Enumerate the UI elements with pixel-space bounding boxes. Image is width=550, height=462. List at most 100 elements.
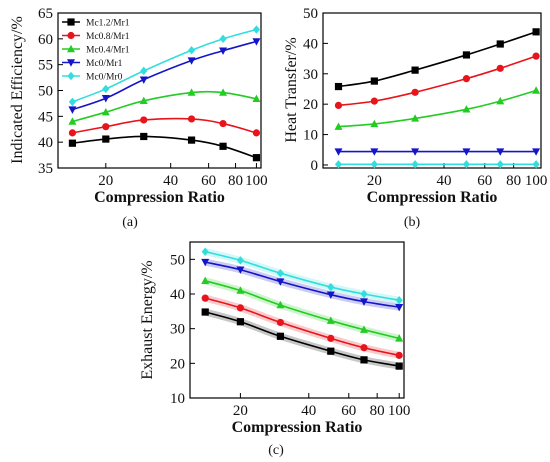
data-point: [395, 334, 404, 342]
data-point: [327, 282, 335, 292]
panel-caption: (a): [122, 215, 138, 230]
x-axis-title: Compression Ratio: [367, 189, 498, 206]
data-point: [532, 52, 540, 60]
series-line: [204, 280, 400, 340]
y-tick-label: 50: [170, 252, 185, 268]
data-point: [139, 76, 148, 84]
data-point: [236, 304, 244, 312]
series-mc0-mr0: [201, 247, 403, 305]
data-point: [334, 82, 343, 91]
data-point: [68, 106, 77, 114]
y-tick-label: 35: [38, 161, 53, 177]
data-point: [462, 51, 471, 59]
data-point: [370, 148, 379, 156]
y-tick-label: 20: [303, 97, 318, 113]
data-point: [411, 160, 419, 169]
data-point: [139, 96, 148, 105]
x-tick-label: 40: [301, 403, 316, 419]
data-point: [334, 148, 343, 156]
data-point: [334, 122, 343, 130]
data-point: [462, 105, 471, 113]
data-point: [411, 66, 419, 74]
x-tick-label: 60: [477, 173, 492, 189]
series-line: [338, 31, 537, 88]
y-axis-title: Exhaust Energy/%: [139, 260, 156, 379]
data-point: [276, 318, 285, 327]
legend-swatch-marker: [67, 31, 75, 40]
data-point: [102, 135, 110, 143]
series-mc1-2-mr1: [68, 132, 261, 162]
x-tick-label: 40: [163, 173, 178, 189]
plot-frame: [322, 12, 542, 169]
data-point: [411, 148, 420, 156]
chart-panel-a: 35 40 45 50 55 60 65 20 40 60 80 100 Compression Rat…: [9, 6, 268, 230]
legend-entry: Mc0.4/Mr1: [86, 46, 130, 56]
series-line: [72, 117, 257, 134]
data-point: [252, 154, 261, 162]
legend-entry: Mc1.2/Mr1: [86, 19, 130, 29]
data-point: [327, 334, 335, 342]
y-tick-label: 65: [38, 6, 53, 22]
data-point: [68, 97, 77, 107]
data-point: [187, 88, 196, 96]
data-point: [187, 57, 196, 65]
y-tick-label: 40: [38, 135, 53, 151]
y-tick-label: 45: [38, 109, 53, 125]
data-point: [370, 160, 378, 169]
chart-panel-b: 0 10 20 30 40 50 20 40 60 80 100 Compression Ratio H…: [283, 6, 547, 230]
data-point: [219, 142, 227, 150]
series-mc0-8-mr1: [68, 115, 261, 137]
legend-swatch-marker: [67, 71, 75, 81]
data-point: [219, 119, 227, 128]
data-point: [276, 269, 285, 278]
x-tick-label: 20: [233, 403, 248, 419]
data-point: [326, 291, 335, 299]
data-point: [359, 325, 368, 333]
series-line: [72, 135, 257, 159]
data-point: [496, 40, 504, 48]
data-point: [276, 278, 285, 286]
data-point: [496, 160, 504, 169]
x-tick-label: 60: [341, 403, 356, 419]
series-line: [72, 40, 257, 111]
data-point: [532, 86, 541, 94]
data-point: [201, 308, 209, 316]
data-point: [219, 34, 227, 44]
series-mc0-mr1: [201, 258, 404, 312]
data-point: [370, 119, 379, 128]
data-point: [236, 256, 244, 265]
x-tick-label: 100: [525, 173, 548, 189]
data-point: [496, 148, 505, 156]
data-point: [187, 46, 196, 55]
y-tick-label: 10: [303, 128, 318, 144]
data-point: [496, 96, 505, 105]
data-point: [187, 115, 196, 123]
data-point: [236, 318, 244, 326]
y-tick-label: 40: [170, 287, 185, 303]
data-point: [140, 66, 148, 76]
data-point: [236, 286, 245, 294]
data-point: [102, 123, 110, 131]
series-mc0-mr0: [334, 160, 540, 169]
data-point: [201, 247, 209, 256]
data-point: [411, 88, 419, 96]
data-point: [327, 347, 335, 355]
data-point: [219, 47, 228, 55]
data-point: [334, 101, 343, 109]
data-point: [462, 160, 471, 169]
data-point: [276, 332, 285, 340]
data-point: [395, 303, 404, 312]
data-point: [360, 289, 368, 299]
y-axis-title: Indicated Efficiency/%: [9, 16, 26, 164]
data-point: [326, 316, 335, 324]
x-tick-label: 80: [370, 403, 385, 419]
x-axis-title: Compression Ratio: [232, 419, 363, 436]
data-point: [411, 114, 420, 122]
data-point: [496, 64, 504, 72]
data-point: [68, 117, 77, 125]
y-tick-label: 40: [303, 36, 318, 52]
series-mc0-4-mr1: [334, 86, 541, 130]
x-tick-label: 100: [388, 403, 411, 419]
data-point: [101, 108, 110, 116]
data-point: [395, 351, 403, 359]
